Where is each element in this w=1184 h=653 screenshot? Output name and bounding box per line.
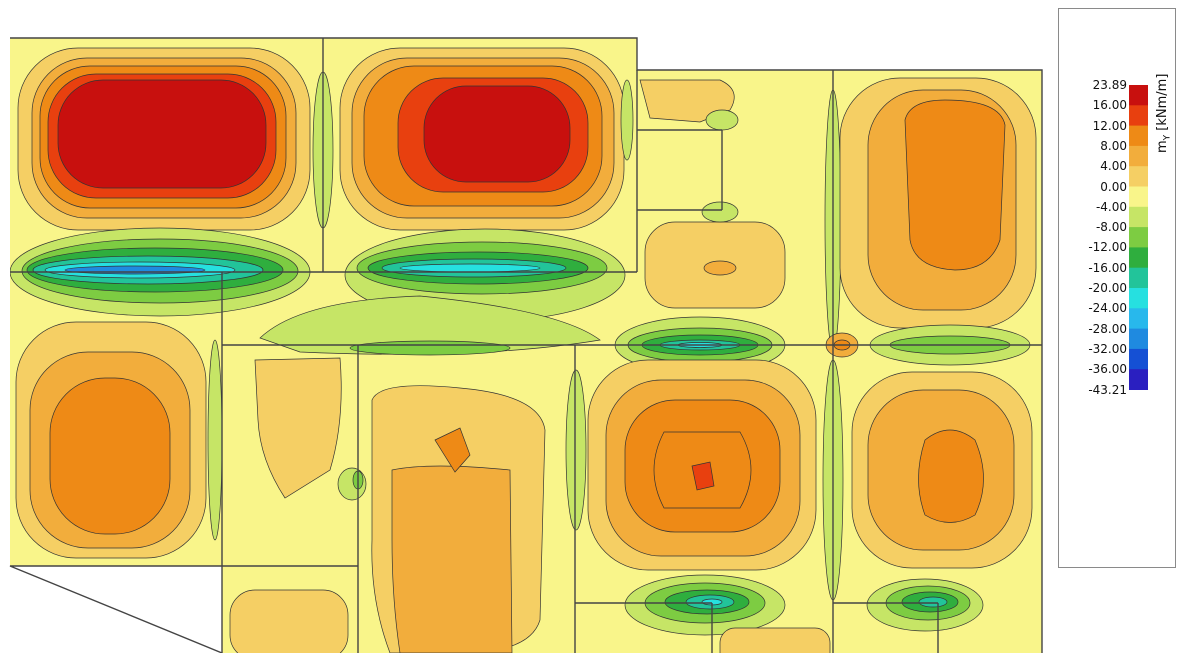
legend-color-swatch (1129, 328, 1148, 350)
negative-pocket-bottom-center (624, 574, 786, 636)
legend-tick-label: 8.00 (1100, 138, 1127, 153)
legend-tick-label: -4.00 (1095, 199, 1127, 214)
legend-color-swatch (1129, 288, 1148, 309)
panel-top-middle-hot-zone (339, 47, 625, 231)
color-legend: 23.89 16.00 12.00 8.00 4.00 0.00 -4.00 -8.00 -12… (1058, 8, 1176, 568)
negative-pocket-bottom-right (866, 578, 984, 632)
legend-color-swatch (1129, 145, 1148, 167)
legend-title: mY [kNm/m] (1155, 43, 1173, 173)
legend-color-swatch (1129, 308, 1148, 330)
panel-lower-right-zone (851, 371, 1033, 569)
legend-tick-label: 0.00 (1100, 179, 1127, 194)
legend-color-swatch (1129, 369, 1148, 390)
legend-color-scale (1129, 85, 1148, 390)
legend-color-swatch (1129, 105, 1148, 127)
legend-tick-label: 12.00 (1092, 118, 1127, 133)
legend-color-swatch (1129, 125, 1148, 147)
legend-tick-label: 4.00 (1100, 159, 1127, 174)
legend-color-swatch (1129, 186, 1148, 208)
panel-top-left-hot-zone (17, 47, 311, 231)
panel-middle-right-zone (639, 79, 786, 309)
legend-tick-label: 23.89 (1092, 78, 1127, 92)
panel-bottom-right-zone (719, 627, 831, 653)
support-lens (620, 79, 634, 161)
legend-tick-label: -16.00 (1088, 260, 1127, 275)
slab-grid-lines (9, 37, 1043, 653)
panel-lower-center-zone (587, 359, 817, 571)
legend-color-swatch (1129, 206, 1148, 228)
legend-color-swatch (1129, 267, 1148, 289)
legend-tick-label: -36.00 (1088, 362, 1127, 377)
legend-title-subscript: Y (1162, 134, 1173, 141)
support-lens (207, 339, 223, 541)
legend-color-swatch (1129, 247, 1148, 269)
legend-tick-label: -20.00 (1088, 281, 1127, 295)
legend-tick-label: -43.21 (1088, 382, 1127, 397)
legend-tick-label: -32.00 (1088, 341, 1127, 356)
panel-bottom-left-zone (229, 589, 349, 653)
legend-color-swatch (1129, 227, 1148, 248)
panel-lower-middle-zone (371, 385, 546, 653)
legend-tick-label: -28.00 (1088, 321, 1127, 336)
legend-tick-label: -12.00 (1088, 240, 1127, 255)
legend-color-swatch (1129, 348, 1148, 370)
legend-tick-label: -24.00 (1088, 301, 1127, 316)
legend-color-swatch (1129, 85, 1148, 106)
legend-title-symbol: m (1155, 140, 1170, 153)
legend-color-swatch (1129, 166, 1148, 187)
legend-tick-label: 16.00 (1092, 98, 1127, 113)
panel-lower-left-zone (15, 321, 207, 559)
panel-right-top-zone (839, 77, 1037, 329)
legend-tick-label: -8.00 (1095, 220, 1127, 235)
panel-lower-small-zone (254, 357, 342, 499)
support-lens (565, 369, 587, 531)
legend-unit: [kNm/m] (1155, 73, 1170, 131)
